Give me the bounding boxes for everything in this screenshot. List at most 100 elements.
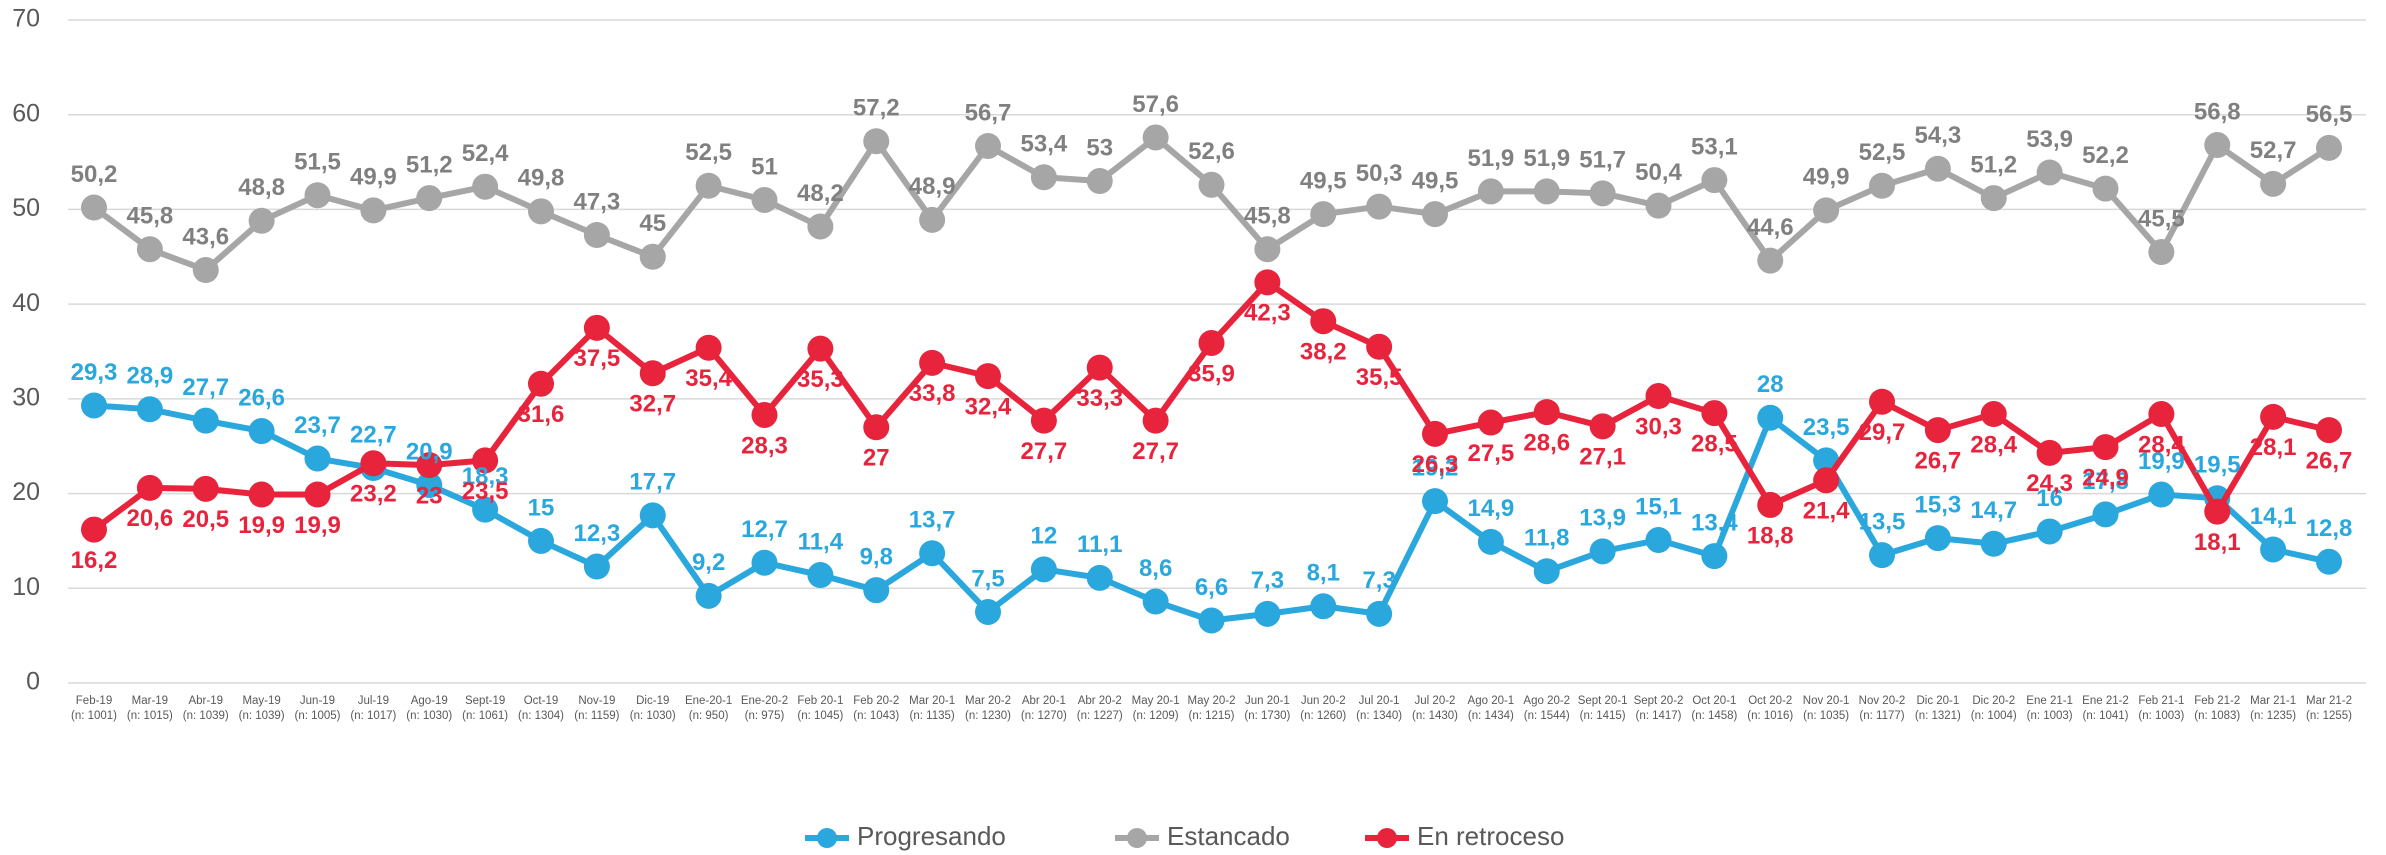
data-point bbox=[919, 349, 946, 376]
data-label: 28,4 bbox=[1970, 431, 2017, 458]
data-point bbox=[2036, 159, 2063, 186]
data-label: 51,9 bbox=[1523, 145, 1570, 172]
x-tick-label: Abr 20-2 (n: 1227) bbox=[1077, 695, 1123, 722]
data-point bbox=[2316, 417, 2342, 444]
data-point bbox=[248, 481, 275, 508]
data-label: 16 bbox=[2036, 485, 2063, 512]
data-point bbox=[248, 418, 275, 445]
data-point bbox=[751, 549, 778, 576]
x-tick-label: Mar 21-1 (n: 1235) bbox=[2250, 695, 2296, 722]
x-tick-label: Sept-19 (n: 1061) bbox=[462, 695, 508, 722]
data-label: 13,9 bbox=[1579, 505, 1626, 532]
data-point bbox=[136, 474, 163, 501]
data-point bbox=[863, 414, 890, 441]
data-label: 13,5 bbox=[1859, 508, 1906, 535]
data-label: 26,3 bbox=[1412, 451, 1459, 478]
data-label: 53,1 bbox=[1691, 133, 1738, 160]
data-label: 20,5 bbox=[182, 506, 229, 533]
x-tick-label: Nov-19 (n: 1159) bbox=[574, 695, 619, 722]
data-label: 19,2 bbox=[1412, 454, 1459, 481]
data-label: 32,4 bbox=[965, 393, 1012, 420]
data-point bbox=[472, 173, 499, 200]
data-point bbox=[416, 472, 443, 499]
data-label: 31,6 bbox=[518, 401, 565, 428]
data-point bbox=[528, 527, 554, 554]
data-label: 7,5 bbox=[971, 565, 1004, 592]
data-label: 9,2 bbox=[692, 549, 725, 576]
data-label: 13,7 bbox=[909, 507, 956, 534]
data-label: 56,8 bbox=[2194, 98, 2241, 125]
data-label: 29,3 bbox=[71, 359, 118, 386]
data-point bbox=[1030, 556, 1057, 583]
data-label: 49,5 bbox=[1300, 168, 1347, 195]
data-point bbox=[1924, 525, 1951, 552]
data-label: 28,3 bbox=[741, 432, 788, 459]
data-point bbox=[1030, 407, 1057, 434]
x-tick-label: Mar 20-2 (n: 1230) bbox=[965, 695, 1011, 722]
y-tick-label: 50 bbox=[12, 194, 40, 222]
data-point bbox=[81, 392, 107, 419]
data-point bbox=[1477, 528, 1504, 555]
data-point bbox=[2260, 536, 2287, 563]
data-point bbox=[1198, 607, 1225, 634]
data-label: 8,1 bbox=[1307, 560, 1340, 587]
data-label: 45,5 bbox=[2138, 205, 2185, 232]
data-label: 23,5 bbox=[462, 478, 509, 505]
data-point bbox=[1477, 409, 1504, 436]
data-point bbox=[360, 450, 387, 477]
y-tick-label: 60 bbox=[12, 99, 40, 127]
x-tick-label: Ene-20-2 (n: 975) bbox=[741, 695, 788, 722]
data-label: 12,3 bbox=[574, 520, 621, 547]
data-point bbox=[1254, 269, 1281, 296]
data-label: 27 bbox=[863, 445, 890, 472]
data-label: 45,8 bbox=[127, 203, 174, 230]
data-point bbox=[304, 445, 331, 472]
data-label: 56,5 bbox=[2306, 101, 2353, 128]
data-label: 27,7 bbox=[1132, 438, 1179, 465]
x-tick-label: Jul 20-1 (n: 1340) bbox=[1356, 695, 1402, 722]
x-tick-label: Oct 20-1 (n: 1458) bbox=[1691, 695, 1737, 722]
data-label: 26,7 bbox=[1915, 447, 1962, 474]
x-tick-label: Feb 20-1 (n: 1045) bbox=[797, 695, 843, 722]
data-label: 38,2 bbox=[1300, 339, 1347, 366]
data-label: 9,8 bbox=[860, 544, 893, 571]
data-label: 44,6 bbox=[1747, 214, 1794, 241]
data-point bbox=[1645, 192, 1672, 219]
data-point bbox=[1589, 180, 1616, 207]
data-point bbox=[1924, 417, 1951, 444]
data-point bbox=[975, 598, 1001, 625]
data-label: 51,9 bbox=[1468, 145, 1515, 172]
x-tick-label: Jun 20-1 (n: 1730) bbox=[1244, 695, 1290, 722]
data-point bbox=[1533, 558, 1560, 585]
data-point bbox=[1477, 178, 1504, 205]
y-tick-label: 70 bbox=[12, 5, 40, 33]
data-point bbox=[1142, 407, 1169, 434]
data-point bbox=[807, 213, 834, 240]
data-point bbox=[472, 496, 499, 523]
data-label: 23,7 bbox=[294, 412, 341, 439]
data-point bbox=[81, 194, 107, 221]
data-point bbox=[304, 182, 331, 209]
data-point bbox=[975, 363, 1001, 390]
data-point bbox=[1086, 354, 1113, 381]
data-label: 12,8 bbox=[2306, 515, 2353, 542]
data-point bbox=[2204, 498, 2231, 525]
data-point bbox=[695, 172, 722, 199]
legend-label: Estancado bbox=[1167, 821, 1290, 851]
data-label: 23,2 bbox=[350, 481, 397, 508]
data-point bbox=[863, 577, 890, 604]
data-point bbox=[2092, 501, 2119, 528]
data-point bbox=[1142, 588, 1169, 615]
data-point bbox=[807, 335, 834, 362]
legend-label: Progresando bbox=[857, 821, 1006, 851]
data-point bbox=[2148, 239, 2175, 266]
data-label: 52,6 bbox=[1188, 138, 1235, 165]
x-tick-label: Jul 20-2 (n: 1430) bbox=[1412, 695, 1458, 722]
data-label: 28,6 bbox=[1523, 429, 1570, 456]
x-tick-label: Jul-19 (n: 1017) bbox=[350, 695, 396, 722]
data-label: 20,6 bbox=[127, 505, 174, 532]
data-point bbox=[2036, 439, 2063, 466]
data-label: 51,7 bbox=[1579, 147, 1626, 174]
data-label: 21,4 bbox=[1803, 498, 1850, 525]
data-label: 26,7 bbox=[2306, 447, 2353, 474]
